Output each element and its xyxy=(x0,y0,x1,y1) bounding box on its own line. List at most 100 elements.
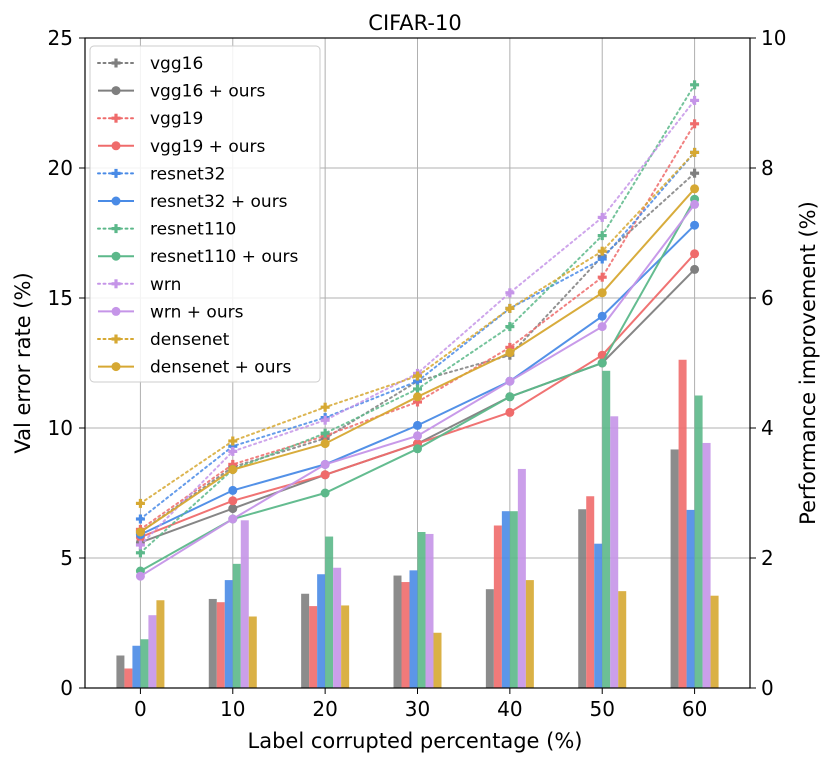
series-densenet xyxy=(135,147,700,508)
point-resnet32-10 xyxy=(228,441,238,451)
legend-label: resnet32 xyxy=(150,164,225,184)
y-tick-label: 20 xyxy=(48,156,73,180)
bar-densenet-10 xyxy=(248,616,257,688)
y2-tick-label: 6 xyxy=(761,286,774,310)
legend-item-densenet: densenet xyxy=(97,330,230,350)
legend-marker xyxy=(111,86,121,96)
y-axis-ticks: 0 5 10 15 20 25 xyxy=(48,26,85,700)
bar-densenet-60 xyxy=(710,595,719,688)
y2-tick-label: 8 xyxy=(761,156,774,180)
legend-marker xyxy=(111,279,121,289)
y2-axis-label: Performance improvement (%) xyxy=(796,201,820,525)
point-resnet110-ours-30 xyxy=(413,444,422,454)
legend-marker xyxy=(111,224,121,234)
x-tick-label: 50 xyxy=(589,697,614,721)
point-vgg19-60 xyxy=(690,119,700,129)
point-densenet-40 xyxy=(505,303,515,313)
bar-resnet32-50 xyxy=(594,543,603,688)
bar-densenet-40 xyxy=(525,580,534,688)
bar-vgg19-50 xyxy=(586,496,595,688)
bar-vgg16-60 xyxy=(670,449,679,688)
bar-group-vgg19 xyxy=(124,359,687,688)
bar-wrn-20 xyxy=(333,567,342,688)
point-resnet32-ours-30 xyxy=(413,420,422,430)
bar-wrn-10 xyxy=(240,520,249,688)
point-wrn-ours-30 xyxy=(413,431,422,441)
bar-vgg19-20 xyxy=(309,606,318,688)
point-vgg16-ours-10 xyxy=(228,504,238,514)
y-tick-label: 0 xyxy=(60,676,73,700)
point-vgg19-10 xyxy=(228,459,238,469)
y-tick-label: 5 xyxy=(60,546,73,570)
bar-group-densenet xyxy=(156,580,719,688)
point-wrn-60 xyxy=(690,95,700,105)
bar-series xyxy=(116,359,719,688)
y2-tick-label: 2 xyxy=(761,546,774,570)
bar-vgg16-50 xyxy=(578,509,587,688)
x-axis-label: Label corrupted percentage (%) xyxy=(248,729,583,753)
bar-resnet32-40 xyxy=(501,511,510,688)
legend-label: wrn xyxy=(150,275,181,295)
point-wrn-ours-20 xyxy=(320,459,330,469)
legend-label: vgg16 xyxy=(150,54,203,74)
bar-wrn-40 xyxy=(517,468,526,688)
legend-label: vgg16 + ours xyxy=(150,82,265,102)
legend-item-wrn-ours: wrn + ours xyxy=(98,302,244,322)
bar-vgg19-10 xyxy=(216,602,225,688)
point-resnet32-ours-50 xyxy=(597,311,607,321)
bar-vgg19-40 xyxy=(493,525,502,688)
bar-resnet110-60 xyxy=(694,395,703,688)
point-vgg16-60 xyxy=(690,168,700,178)
legend-marker xyxy=(111,113,121,123)
bar-resnet32-20 xyxy=(317,574,326,688)
legend-label: resnet32 + ours xyxy=(150,192,288,212)
point-vgg19-ours-20 xyxy=(320,470,330,480)
bar-resnet32-0 xyxy=(132,645,141,688)
series-wrn-ours xyxy=(135,199,700,581)
bar-densenet-0 xyxy=(156,600,165,688)
y2-tick-label: 0 xyxy=(761,676,774,700)
x-tick-label: 30 xyxy=(405,697,430,721)
point-wrn-ours-40 xyxy=(505,376,515,386)
legend-label: densenet + ours xyxy=(150,358,291,378)
bar-resnet110-50 xyxy=(602,370,611,688)
y-tick-label: 10 xyxy=(48,416,73,440)
point-resnet110-ours-40 xyxy=(505,392,515,402)
series-densenet-ours xyxy=(135,184,700,537)
legend-marker xyxy=(111,141,121,151)
bar-densenet-30 xyxy=(433,632,442,688)
bar-vgg16-40 xyxy=(485,589,494,688)
legend-item-resnet32: resnet32 xyxy=(97,164,225,184)
legend-item-vgg16-ours: vgg16 + ours xyxy=(98,82,265,102)
point-vgg19-ours-60 xyxy=(690,249,700,259)
bar-group-resnet110 xyxy=(140,370,703,688)
bar-group-resnet32 xyxy=(132,509,695,688)
y2-axis-ticks: 0 2 4 6 8 10 xyxy=(750,26,786,700)
bar-wrn-50 xyxy=(610,416,619,688)
point-densenet-ours-40 xyxy=(505,348,515,358)
bar-wrn-60 xyxy=(702,442,711,688)
y-tick-label: 25 xyxy=(48,26,73,50)
point-resnet32-0 xyxy=(135,514,145,524)
x-axis-ticks: 0 10 20 30 40 50 60 xyxy=(134,688,707,721)
point-wrn-ours-10 xyxy=(228,514,238,524)
point-densenet-10 xyxy=(228,436,238,446)
legend-frame xyxy=(89,45,321,383)
x-tick-label: 10 xyxy=(220,697,245,721)
point-resnet32-30 xyxy=(413,376,422,386)
legend-item-vgg16: vgg16 xyxy=(97,54,203,74)
legend-item-resnet110-ours: resnet110 + ours xyxy=(98,247,298,267)
bar-group-wrn xyxy=(148,416,711,688)
line-series xyxy=(135,80,700,581)
legend-item-densenet-ours: densenet + ours xyxy=(98,358,291,378)
bar-densenet-20 xyxy=(341,605,350,688)
point-wrn-40 xyxy=(505,288,515,298)
legend-label: vgg19 xyxy=(150,109,203,129)
point-wrn-0 xyxy=(135,540,145,550)
bar-vgg19-60 xyxy=(678,359,687,688)
point-densenet-0 xyxy=(135,498,145,508)
bar-vgg19-30 xyxy=(401,582,410,688)
point-resnet110-20 xyxy=(320,428,330,438)
legend-item-vgg19: vgg19 xyxy=(97,109,203,129)
y2-tick-label: 4 xyxy=(761,416,774,440)
